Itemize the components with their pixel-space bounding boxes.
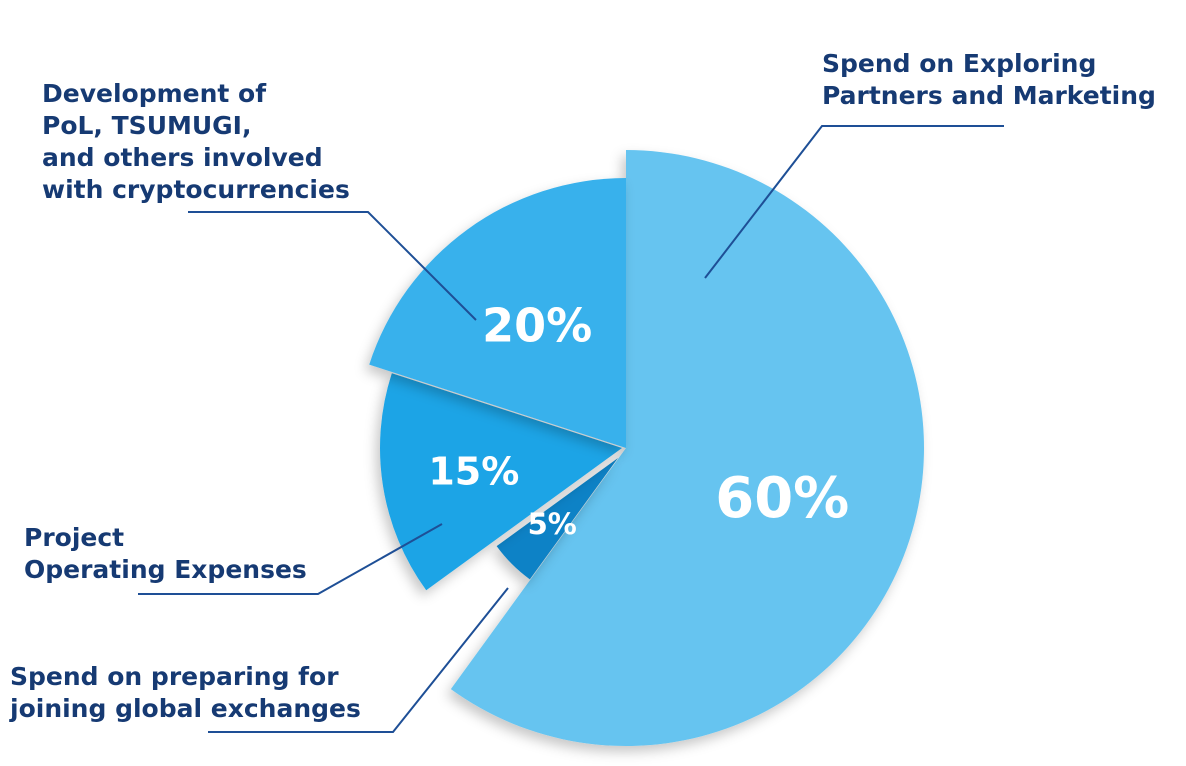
leader-line-3 (138, 523, 443, 595)
slice-value-label-3: 15% (428, 449, 519, 493)
callout-line: joining global exchanges (9, 694, 361, 723)
callout-line: Spend on preparing for (10, 662, 339, 691)
slice-value-label-4: 20% (482, 299, 592, 353)
callout-line: Partners and Marketing (822, 81, 1156, 110)
pie-slice-3 (379, 373, 622, 591)
callout-line: with cryptocurrencies (42, 175, 350, 204)
callout-line: Operating Expenses (24, 555, 307, 584)
slice-callout-3: Project Operating Expenses (24, 523, 307, 584)
leader-line-4 (188, 211, 477, 321)
callout-line: Development of (42, 79, 267, 108)
slice-value-label-2: 5% (528, 507, 577, 541)
leader-lines (138, 125, 1004, 733)
slice-value-labels: 60% 5% 15% 20% (428, 299, 849, 541)
callout-line: Spend on Exploring (822, 49, 1096, 78)
pie-slices (369, 150, 924, 747)
pie-slice-4 (369, 178, 626, 448)
slice-value-label-1: 60% (715, 466, 849, 531)
leader-line-2 (208, 587, 509, 733)
callout-line: Project (24, 523, 124, 552)
slice-callouts: Spend on Exploring Partners and Marketing… (9, 49, 1156, 723)
slice-callout-1: Spend on Exploring Partners and Marketing (822, 49, 1156, 110)
callout-line: PoL, TSUMUGI, (42, 111, 252, 140)
callout-line: and others involved (42, 143, 323, 172)
slice-callout-2: Spend on preparing for joining global exc… (9, 662, 361, 723)
slice-callout-4: Development of PoL, TSUMUGI, and others in… (42, 79, 350, 204)
leader-line-1 (704, 125, 1004, 279)
pie-slice-2 (496, 458, 618, 580)
pie-slice-1 (450, 150, 924, 747)
